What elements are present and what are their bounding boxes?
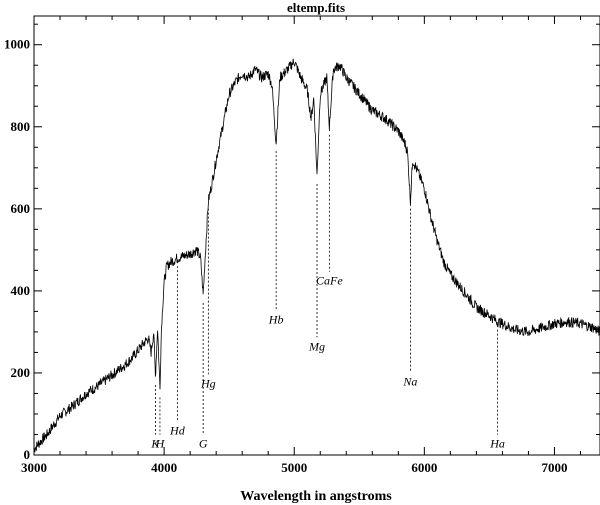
y-tick-label: 200 [11, 365, 31, 380]
line-label-na: Na [402, 374, 417, 388]
x-axis-label: Wavelength in angstroms [240, 489, 392, 504]
plot-area [33, 58, 600, 453]
y-tick-label: 800 [11, 119, 31, 134]
plot-frame [33, 15, 600, 456]
chart-title: eltemp.fits [287, 0, 345, 15]
line-label-hd: Hd [169, 423, 186, 437]
line-label-h: H [155, 437, 166, 451]
axes: 3000 4000 5000 6000 7000 0 200 400 600 800 1000 [4, 16, 600, 475]
line-label-cafe: CaFe [316, 274, 343, 288]
line-label-k: K [150, 437, 160, 451]
line-label-ha: Ha [489, 437, 505, 451]
line-label-mg: Mg [308, 339, 325, 353]
line-label-hg: Hg [200, 376, 216, 390]
line-label-hb: Hb [268, 313, 284, 327]
x-tick-label: 4000 [151, 460, 177, 475]
line-label-g: G [199, 437, 208, 451]
y-tick-label: 400 [11, 283, 31, 298]
y-tick-label: 1000 [4, 37, 30, 52]
x-tick-label: 3000 [21, 460, 47, 475]
spectrum-line [33, 58, 600, 453]
x-tick-label: 5000 [281, 460, 307, 475]
x-tick-label: 7000 [541, 460, 567, 475]
x-tick-label: 6000 [411, 460, 437, 475]
y-tick-label: 0 [24, 447, 31, 462]
y-tick-label: 600 [11, 201, 31, 216]
